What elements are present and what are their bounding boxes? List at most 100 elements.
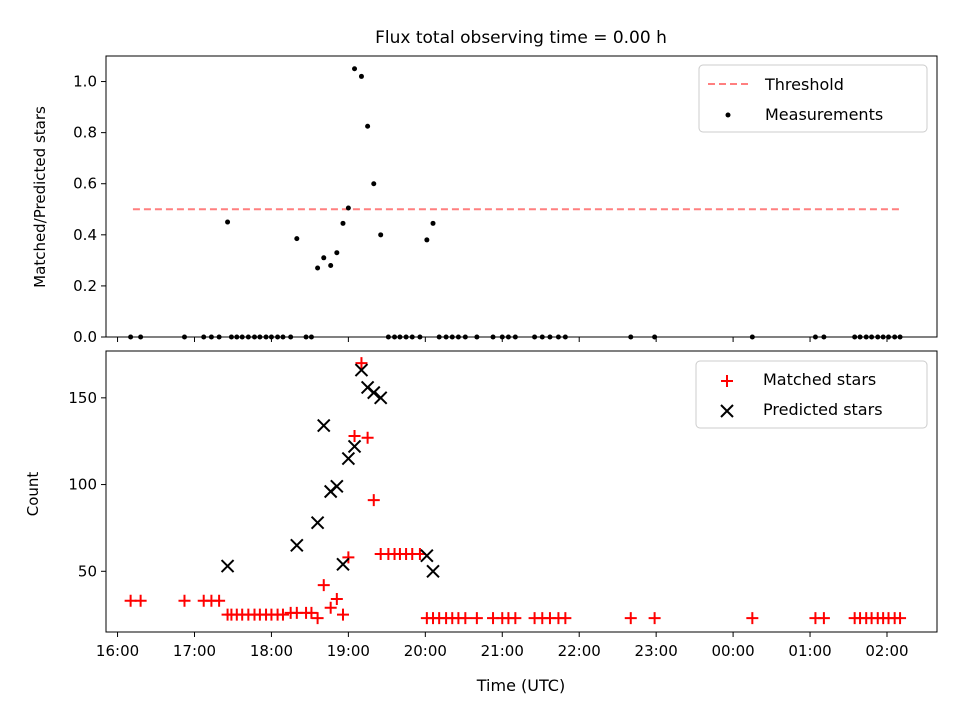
x-tick-label: 02:00: [865, 642, 908, 660]
predicted-star-point: [220, 559, 235, 573]
measurement-point: [852, 334, 858, 340]
measurement-point: [252, 334, 258, 340]
matched-star-point: [134, 594, 147, 607]
predicted-star-point: [317, 418, 331, 433]
matched-star-point: [355, 357, 368, 370]
matched-star-point: [311, 612, 324, 625]
measurement-point: [430, 220, 436, 226]
measurement-point: [321, 255, 327, 261]
measurement-point: [869, 334, 875, 340]
matched-star-point: [317, 579, 330, 592]
measurement-point: [334, 250, 340, 256]
predicted-star-point: [367, 385, 381, 400]
measurement-point: [208, 334, 214, 340]
bottom-series-layer: [124, 357, 907, 625]
measurement-point: [345, 205, 351, 211]
matched-star-point: [348, 429, 361, 442]
matched-star-point: [178, 594, 191, 607]
measurement-point: [239, 334, 245, 340]
predicted-star-point: [341, 451, 356, 466]
measurement-point: [201, 334, 207, 340]
matched-star-point: [276, 608, 289, 621]
x-tick-label: 00:00: [711, 642, 754, 660]
measurement-point: [308, 334, 314, 340]
measurement-point: [562, 334, 568, 340]
matched-star-point: [361, 431, 374, 444]
y-tick-label: 1.0: [73, 73, 97, 91]
measurement-point: [505, 334, 511, 340]
predicted-star-point: [347, 439, 362, 454]
matched-star-point: [648, 612, 661, 625]
predicted-star-point: [373, 391, 388, 405]
bottom-legend-box: [695, 360, 928, 429]
measurement-point: [532, 334, 538, 340]
x-tick-label: 21:00: [481, 642, 524, 660]
measurement-point: [385, 334, 391, 340]
legend-predicted-label: Predicted stars: [763, 400, 883, 419]
measurement-point: [490, 334, 496, 340]
measurement-point: [547, 334, 553, 340]
top-y-axis-label: Matched/Predicted stars: [31, 106, 49, 288]
predicted-star-point: [290, 538, 304, 552]
measurement-point: [897, 334, 903, 340]
matched-star-point: [559, 612, 572, 625]
measurement-point: [409, 334, 415, 340]
matched-star-point: [459, 612, 472, 625]
x-tick-label: 16:00: [96, 642, 139, 660]
matched-star-point: [336, 608, 349, 621]
measurement-point: [424, 237, 430, 243]
measurement-point: [397, 334, 403, 340]
measurement-point: [462, 334, 468, 340]
measurement-point: [245, 334, 251, 340]
legend-measurements-swatch: [725, 112, 731, 118]
matched-star-point: [213, 594, 226, 607]
measurement-point: [358, 73, 364, 79]
measurement-point: [443, 334, 449, 340]
measurement-point: [378, 232, 384, 238]
measurement-point: [181, 334, 187, 340]
bottom-x-axis: 16:00 17:00 18:00 19:00 20:00 21:00 22:00 23:00…: [96, 632, 909, 660]
measurement-point: [749, 334, 755, 340]
measurement-point: [263, 334, 269, 340]
measurement-point: [455, 334, 461, 340]
top-plot-area: 0.0 0.2 0.4 0.6 0.8 1.0: [73, 55, 938, 346]
measurement-point: [371, 181, 377, 187]
matched-star-point: [817, 612, 830, 625]
measurement-point: [225, 219, 231, 225]
x-tick-label: 17:00: [173, 642, 216, 660]
measurement-point: [821, 334, 827, 340]
measurement-point: [268, 334, 274, 340]
measurement-point: [315, 265, 321, 271]
measurement-point: [352, 66, 358, 72]
measurement-point: [417, 334, 423, 340]
top-series-layer: [128, 66, 903, 340]
x-tick-label: 23:00: [635, 642, 678, 660]
matched-star-point: [342, 551, 355, 564]
y-tick-label: 150: [68, 389, 97, 407]
legend-matched-label: Matched stars: [763, 370, 876, 389]
measurement-point: [234, 334, 240, 340]
bottom-y-axis-label: Count: [24, 472, 42, 517]
chart-title: Flux total observing time = 0.00 h: [375, 28, 667, 48]
top-legend: Threshold Measurements: [698, 64, 928, 133]
x-tick-label: 20:00: [404, 642, 447, 660]
measurement-point: [216, 334, 222, 340]
matched-star-point: [894, 612, 907, 625]
y-tick-label: 0.0: [73, 328, 97, 346]
measurement-point: [138, 334, 144, 340]
legend-measurements-label: Measurements: [765, 105, 883, 124]
matched-star-point: [305, 606, 318, 619]
measurement-point: [288, 334, 294, 340]
measurement-point: [892, 334, 898, 340]
matched-star-point: [509, 612, 522, 625]
measurement-point: [812, 334, 818, 340]
measurement-point: [436, 334, 442, 340]
predicted-star-point: [336, 557, 350, 572]
measurement-point: [880, 334, 886, 340]
x-tick-label: 22:00: [558, 642, 601, 660]
measurement-point: [403, 334, 409, 340]
measurement-point: [228, 334, 234, 340]
measurement-point: [340, 220, 346, 226]
bottom-y-axis: 50 100 150: [68, 389, 106, 580]
